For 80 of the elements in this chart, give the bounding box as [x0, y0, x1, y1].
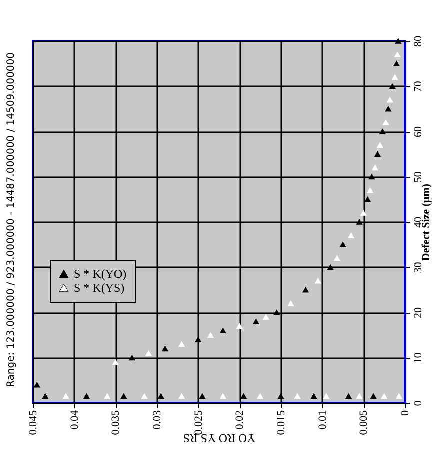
point [42, 393, 49, 400]
point [370, 393, 377, 400]
point [340, 242, 346, 248]
point [323, 393, 330, 400]
x-tick-label: 0.01 [316, 410, 329, 430]
point [368, 174, 376, 180]
point [394, 52, 401, 58]
point [385, 106, 392, 112]
y-tick-label: 30 [412, 262, 424, 274]
point [158, 393, 164, 400]
point [178, 341, 186, 348]
point [207, 332, 214, 338]
x-tick-label: 0.04 [68, 410, 81, 430]
point [348, 232, 355, 238]
point [256, 393, 264, 400]
point [252, 318, 260, 324]
point [294, 393, 301, 400]
point [364, 196, 372, 202]
point [393, 60, 400, 67]
point [380, 393, 388, 400]
legend-label: S * K(YO) [74, 267, 127, 281]
point [372, 164, 379, 171]
y-tick-label: 70 [412, 80, 424, 92]
point [104, 393, 111, 400]
x-tick-label: 0.045 [28, 410, 40, 436]
point [345, 393, 352, 400]
y-tick-label: 80 [412, 36, 424, 47]
point [314, 278, 322, 284]
y-tick-label: 50 [412, 171, 424, 183]
point [34, 382, 40, 388]
point [360, 210, 368, 216]
point [220, 393, 226, 400]
point [220, 328, 226, 334]
point [389, 83, 396, 90]
y-tick-label: 60 [412, 126, 424, 138]
point [386, 96, 394, 103]
point [302, 286, 310, 293]
point [194, 336, 202, 343]
point [112, 359, 120, 366]
point [262, 314, 270, 320]
point [199, 393, 206, 400]
point [356, 393, 363, 400]
point [374, 151, 382, 158]
point [162, 346, 169, 352]
point [278, 393, 284, 400]
point [376, 142, 384, 148]
x-tick-label: 0.03 [152, 410, 164, 430]
point [128, 354, 136, 361]
point [236, 323, 244, 329]
y-tick-label: 10 [412, 352, 424, 364]
point [356, 219, 363, 225]
point [145, 350, 152, 356]
x-tick-label: 0.015 [276, 410, 288, 436]
point [327, 264, 334, 270]
point [395, 38, 402, 44]
point [120, 393, 128, 400]
point [83, 393, 90, 400]
x-tick-label: 0.005 [358, 410, 370, 436]
legend-label: S * K(YS) [74, 281, 125, 295]
point [382, 120, 390, 126]
y-tick-label: 0 [412, 400, 424, 406]
point [274, 310, 280, 316]
point [334, 255, 341, 262]
x-tick-label: 0 [400, 410, 412, 416]
x-tick-label: 0.025 [192, 410, 205, 436]
point [366, 187, 374, 194]
y-axis-title: Defect Size (µm) [420, 184, 432, 262]
point [288, 300, 294, 306]
point [396, 393, 403, 400]
point [392, 74, 398, 80]
point [141, 393, 148, 400]
text: Range: 123.000000 / 923.000000 - 14487.000000 / 14509.000000 [6, 52, 17, 388]
x-tick-label: 0.035 [110, 410, 122, 436]
point [310, 393, 318, 400]
point [379, 128, 386, 134]
point [240, 393, 248, 400]
point [178, 393, 186, 400]
point [62, 393, 70, 400]
y-tick-label: 20 [412, 307, 424, 318]
x-tick-label: 0.02 [234, 410, 246, 430]
